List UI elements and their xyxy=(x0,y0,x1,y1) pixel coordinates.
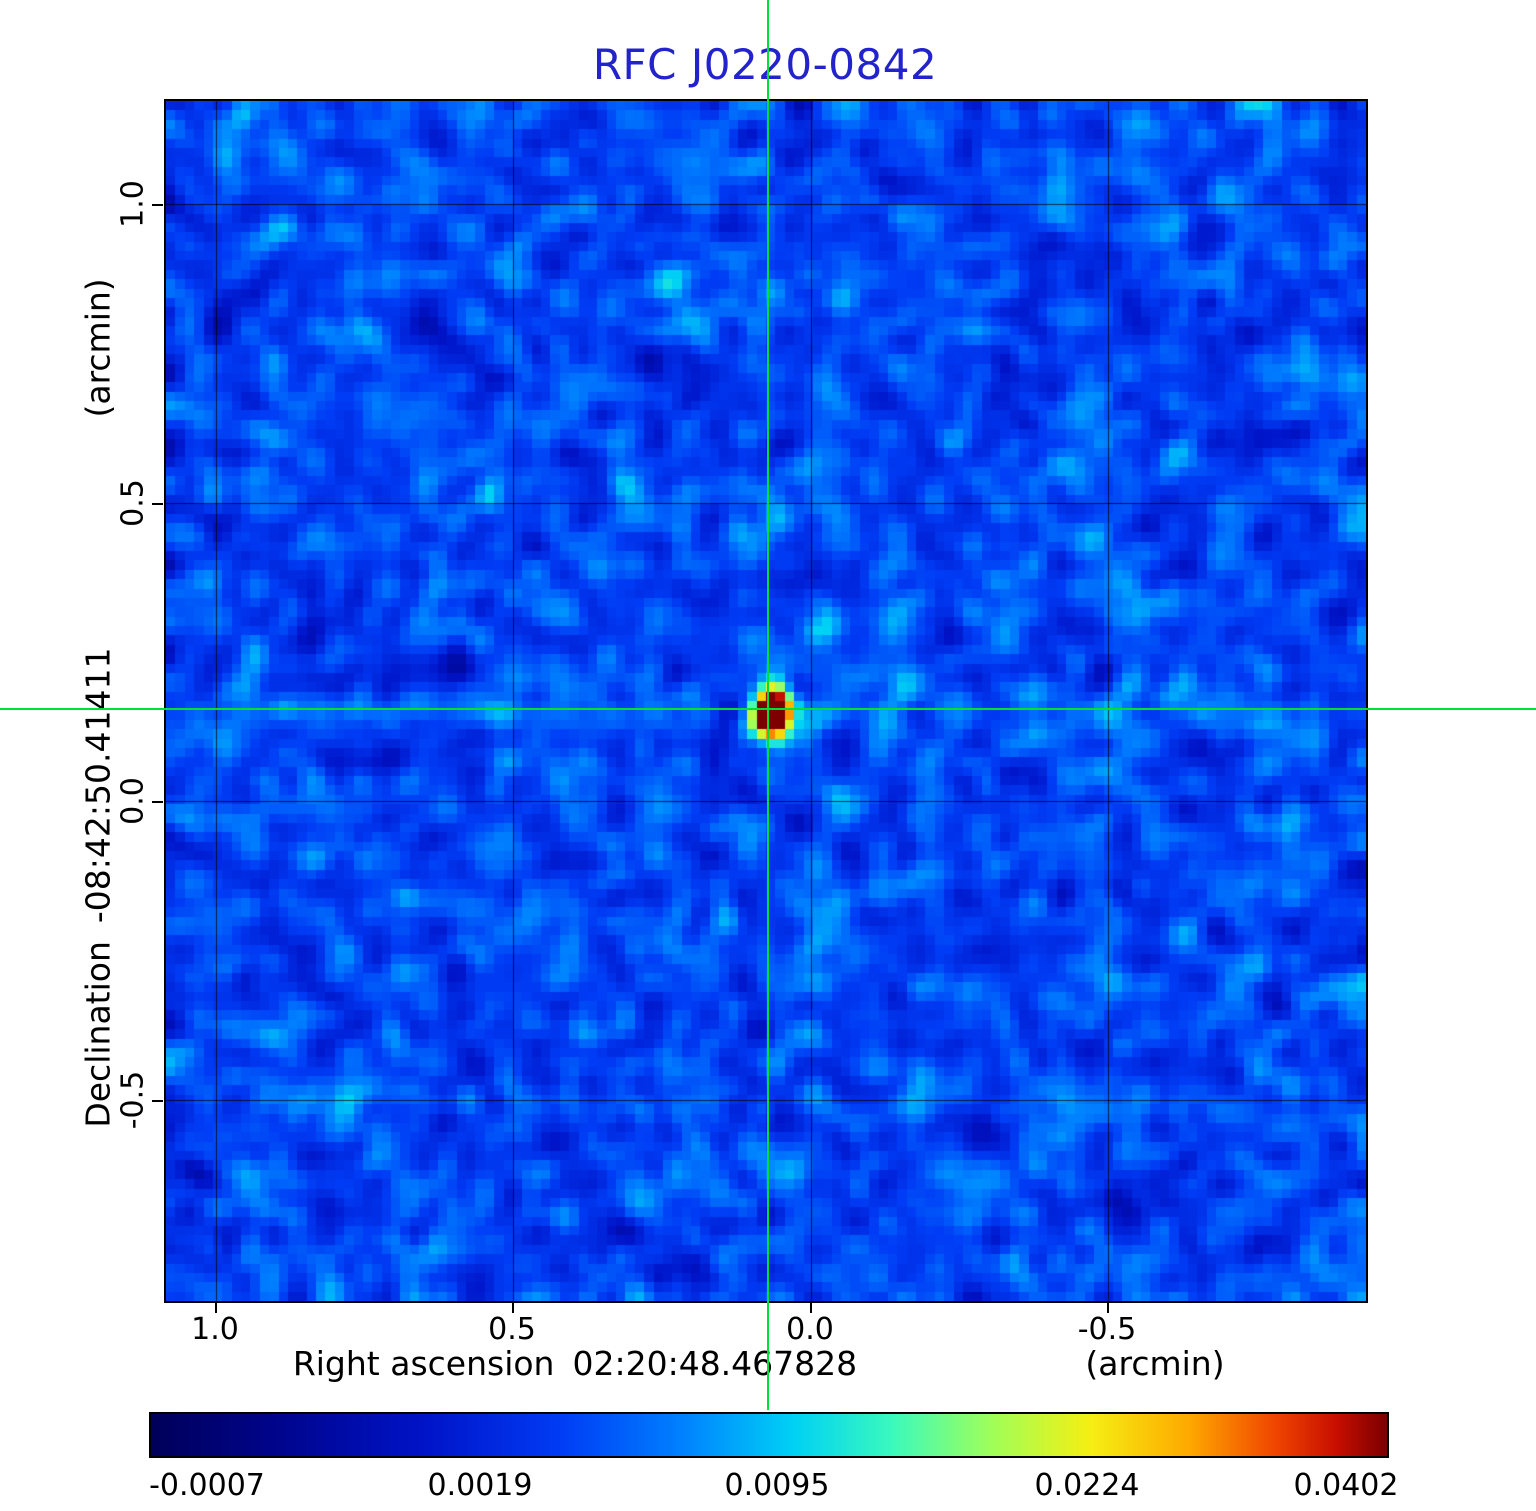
y-tick-label: -0.5 xyxy=(115,1070,151,1130)
sky-map-plot xyxy=(164,99,1368,1303)
y-tick-label: 0.5 xyxy=(115,479,151,527)
y-tickmark xyxy=(152,503,163,505)
x-tick-label: 0.5 xyxy=(488,1312,536,1347)
x-axis-value: 02:20:48.467828 xyxy=(572,1344,858,1383)
y-tick-label: 0.0 xyxy=(115,777,151,825)
y-tickmark xyxy=(152,204,163,206)
x-tickmark xyxy=(512,1302,514,1313)
colorbar-tick-label: -0.0007 xyxy=(149,1468,265,1503)
x-tickmark xyxy=(1107,1302,1109,1313)
y-axis-value: -08:42:50.41411 xyxy=(78,647,118,924)
y-axis-unit: (arcmin) xyxy=(78,278,118,418)
y-tickmark xyxy=(152,1100,163,1102)
sky-map-canvas xyxy=(166,101,1366,1301)
x-tickmark xyxy=(810,1302,812,1313)
y-tickmark xyxy=(152,801,163,803)
x-axis-name: Right ascension xyxy=(292,1344,555,1383)
x-axis-unit: (arcmin) xyxy=(1085,1344,1225,1383)
colorbar-tick-label: 0.0019 xyxy=(427,1468,533,1503)
x-tickmark xyxy=(215,1302,217,1313)
page-title: RFC J0220-0842 xyxy=(592,40,938,89)
x-tick-label: -0.5 xyxy=(1077,1312,1137,1347)
crosshair-horizontal-line xyxy=(0,708,1536,710)
y-tick-label: 1.0 xyxy=(115,180,151,228)
y-axis-label: Declination -08:42:50.41411 (arcmin) xyxy=(79,278,118,1127)
colorbar-tick-label: 0.0224 xyxy=(1034,1468,1140,1503)
x-axis-label: Right ascension 02:20:48.467828 xyxy=(293,1344,857,1383)
x-tick-label: 1.0 xyxy=(191,1312,239,1347)
colorbar xyxy=(149,1412,1389,1458)
crosshair-vertical-line xyxy=(767,0,769,1410)
y-axis-name: Declination xyxy=(78,941,118,1128)
x-tick-label: 0.0 xyxy=(786,1312,834,1347)
colorbar-tick-label: 0.0095 xyxy=(724,1468,830,1503)
colorbar-tick-label: 0.0402 xyxy=(1293,1468,1399,1503)
colorbar-canvas xyxy=(151,1414,1387,1456)
